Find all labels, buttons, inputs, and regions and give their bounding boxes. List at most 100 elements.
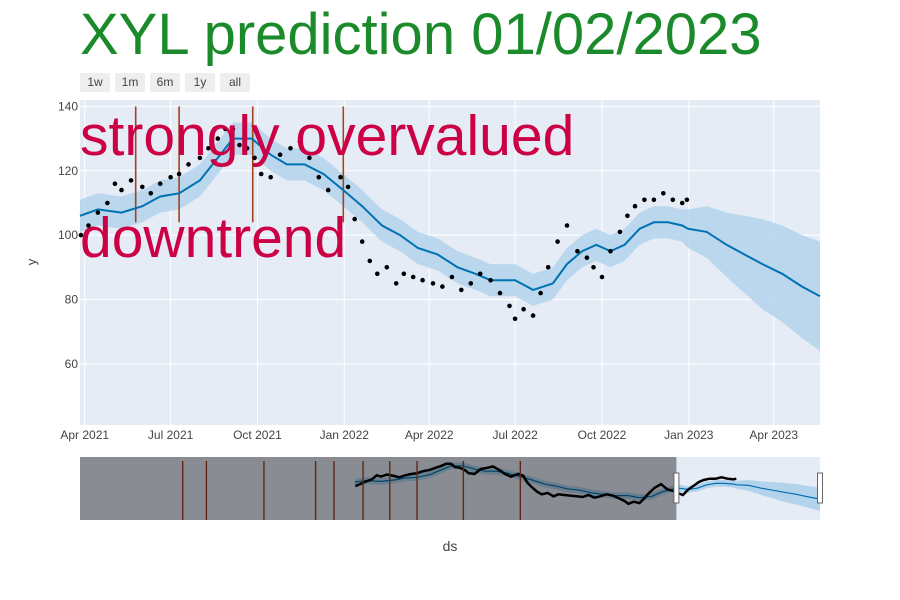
range-button-1m[interactable]: 1m (115, 73, 145, 92)
actual-point (632, 203, 638, 209)
forecast-line (79, 137, 821, 298)
annotation-downtrend: downtrend (80, 206, 346, 270)
actual-point (186, 162, 191, 167)
actual-point (345, 184, 351, 190)
actual-point (230, 126, 236, 132)
actual-point (507, 303, 512, 309)
range-slider-handle-left[interactable] (673, 472, 680, 504)
actual-point (459, 287, 464, 293)
actual-point (237, 142, 242, 148)
range-button-1w[interactable]: 1w (80, 73, 110, 92)
y-tick-label: 80 (65, 293, 79, 307)
actual-point (468, 281, 474, 286)
actual-point (105, 200, 110, 206)
y-tick-label: 140 (58, 99, 78, 113)
actual-point (148, 191, 154, 196)
actual-point (297, 139, 303, 145)
x-tick-label: Apr 2023 (749, 428, 798, 442)
range-slider-mask (80, 457, 677, 520)
y-tick-labels: 60 80 100 120 140 (58, 99, 78, 370)
actual-point (223, 126, 228, 132)
actual-point (268, 174, 274, 180)
annotation-overvalued: strongly overvalued (80, 104, 574, 168)
actual-point (670, 197, 676, 203)
actual-points (78, 126, 690, 322)
actual-point (401, 271, 407, 277)
actual-point (252, 155, 257, 161)
actual-point (584, 255, 590, 260)
actual-point (512, 316, 518, 322)
actual-point (420, 277, 425, 283)
actual-point (575, 248, 580, 254)
actual-point (78, 232, 84, 238)
actual-point (430, 281, 436, 286)
actual-point (530, 313, 536, 318)
actual-point (128, 178, 134, 183)
actual-point (197, 155, 203, 161)
forecast-yhat-line (79, 137, 821, 298)
actual-point (176, 171, 182, 177)
x-tick-label: Apr 2022 (405, 428, 454, 442)
y-tick-label: 100 (58, 228, 78, 242)
actual-point (440, 284, 445, 289)
x-tick-label: Jan 2023 (664, 428, 714, 442)
range-slider[interactable] (80, 457, 823, 520)
range-button-6m[interactable]: 6m (150, 73, 180, 92)
actual-point (564, 223, 570, 228)
actual-point (86, 223, 91, 228)
x-tick-label: Apr 2021 (60, 428, 109, 442)
y-axis-label: y (24, 258, 39, 265)
chart-title: XYL prediction 01/02/2023 (80, 2, 762, 67)
x-tick-label: Jul 2021 (148, 428, 194, 442)
actual-point (599, 274, 605, 280)
range-button-1y[interactable]: 1y (185, 73, 215, 92)
actual-point (661, 191, 666, 196)
actual-point (393, 281, 399, 286)
x-tick-label: Jul 2022 (492, 428, 538, 442)
actual-point (679, 200, 685, 206)
actual-point (140, 184, 145, 190)
actual-point (375, 271, 380, 277)
actual-point (555, 239, 560, 244)
actual-point (410, 274, 416, 280)
gridlines (80, 100, 820, 425)
y-tick-label: 120 (58, 164, 78, 178)
actual-point (168, 174, 173, 180)
actual-point (497, 290, 503, 296)
actual-point (206, 146, 211, 151)
actual-point (258, 171, 264, 177)
actual-point (617, 229, 623, 235)
actual-point (521, 306, 526, 312)
x-tick-labels: Apr 2021 Jul 2021 Oct 2021 Jan 2022 Apr 2022… (60, 428, 798, 442)
y-tick-label: 60 (65, 357, 79, 371)
uncertainty-band-area (80, 122, 820, 351)
range-button-all[interactable]: all (220, 73, 250, 92)
actual-point (119, 187, 124, 193)
actual-point (288, 146, 293, 151)
actual-point (277, 152, 283, 157)
actual-point (307, 155, 312, 161)
actual-point (352, 216, 358, 222)
actual-point (95, 210, 101, 215)
actual-point (477, 271, 483, 277)
actual-point (642, 197, 647, 203)
actual-point (112, 181, 118, 186)
range-slider-band (354, 462, 820, 511)
x-tick-label: Jan 2022 (320, 428, 370, 442)
actual-point (545, 265, 551, 270)
actual-point (367, 258, 373, 264)
actual-point (538, 290, 543, 296)
range-slider-handle-right[interactable] (817, 472, 823, 504)
actual-point (338, 174, 343, 180)
actual-point (157, 181, 163, 186)
actual-point (591, 265, 596, 270)
x-tick-label: Oct 2021 (233, 428, 282, 442)
actual-point (608, 248, 613, 254)
actual-point (651, 197, 657, 203)
actual-point (244, 146, 250, 151)
changepoints (134, 106, 345, 223)
actual-point (449, 274, 455, 280)
uncertainty-band (80, 122, 820, 351)
actual-point (488, 277, 493, 283)
